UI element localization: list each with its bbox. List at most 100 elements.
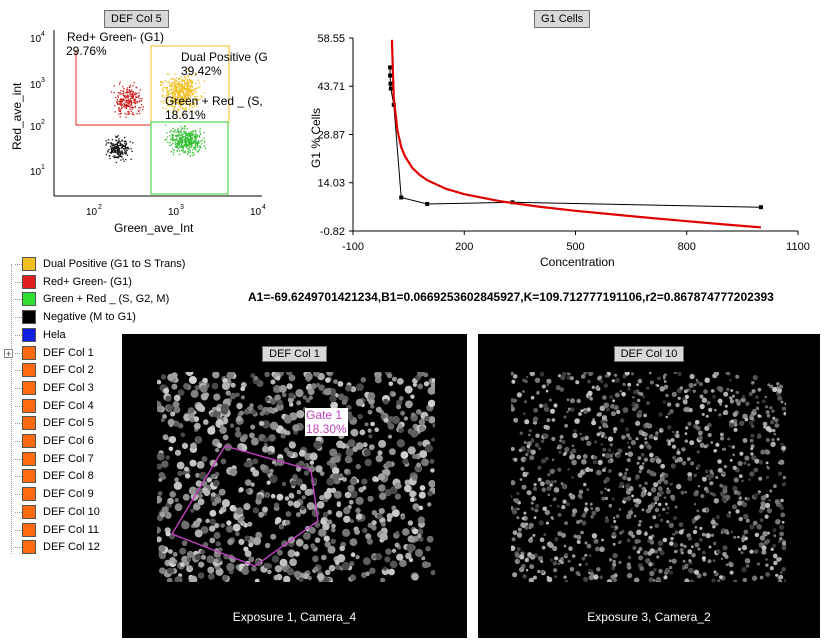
cell (221, 574, 229, 582)
legend-item[interactable]: DEF Col 3 (4, 380, 234, 397)
cell (781, 521, 785, 524)
scatter-dot (113, 85, 115, 87)
scatter-dot (126, 106, 128, 108)
cell (651, 562, 655, 566)
legend-item[interactable]: DEF Col 10 (4, 504, 234, 521)
cell (772, 528, 777, 532)
cell (769, 566, 774, 571)
cell (659, 490, 664, 495)
cell (709, 481, 714, 486)
cell (229, 392, 237, 400)
scatter-plot[interactable]: 10 4 10 3 10 2 10 1 10 2 10 3 10 4 Green… (0, 0, 290, 250)
legend-item[interactable]: DEF Col 8 (4, 468, 234, 485)
scatter-dot (178, 153, 181, 156)
cell (618, 560, 622, 565)
scatter-dot (171, 84, 173, 86)
legend-item[interactable]: Negative (M to G1) (4, 309, 234, 326)
cell (540, 439, 545, 444)
legend-item[interactable]: Green + Red _ (S, G2, M) (4, 291, 234, 308)
legend-item[interactable]: DEF Col 9 (4, 486, 234, 503)
scatter-dot (194, 146, 196, 149)
cell (747, 463, 751, 467)
legend-item[interactable]: DEF Col 1 (4, 345, 234, 362)
cell (780, 400, 784, 404)
scatter-dot (178, 133, 180, 135)
scatter-dot (119, 99, 122, 102)
legend-item[interactable]: DEF Col 7 (4, 451, 234, 468)
scatter-dot (121, 139, 123, 141)
tree-expand-icon[interactable]: + (4, 349, 13, 359)
scatter-dot (179, 103, 182, 106)
image-panel-left[interactable]: DEF Col 1 Gate 1 18.30% Exposure 1, Came… (122, 334, 467, 638)
scatter-dot (172, 154, 175, 156)
scatter-dot (185, 108, 187, 111)
cell (746, 559, 751, 564)
cell (643, 413, 647, 418)
cell (310, 544, 316, 550)
cell (327, 509, 332, 515)
y-tick: 10 (30, 122, 42, 133)
cell (574, 418, 580, 424)
image-panel-right[interactable]: DEF Col 10 Exposure 3, Camera_2 (478, 334, 820, 638)
cell (214, 559, 219, 563)
legend-item[interactable]: DEF Col 6 (4, 433, 234, 450)
scatter-dot (162, 94, 164, 96)
cell (157, 526, 161, 534)
scatter-dot (120, 159, 122, 161)
cell (637, 409, 643, 415)
cell (581, 513, 587, 518)
cell (684, 563, 689, 568)
scatter-dot (120, 100, 122, 103)
scatter-dot (184, 80, 186, 83)
cell (638, 484, 642, 488)
scatter-dot (181, 89, 183, 91)
cell (409, 490, 417, 498)
cell (688, 559, 692, 563)
scatter-y-label: Red_ave_int (10, 82, 24, 150)
cell (543, 433, 547, 437)
cell (375, 553, 383, 561)
scatter-dot (169, 135, 171, 137)
scatter-dot (126, 89, 128, 92)
cell (240, 520, 246, 527)
cell (568, 546, 573, 551)
scatter-dot (124, 112, 126, 115)
legend-item[interactable]: DEF Col 12 (4, 539, 234, 556)
scatter-dot (125, 107, 128, 109)
scatter-dot (194, 143, 196, 146)
scatter-dot (135, 102, 137, 104)
scatter-dot (199, 128, 201, 130)
cell (542, 506, 547, 511)
cell (731, 394, 735, 398)
cell (514, 498, 519, 504)
scatter-dot (190, 140, 192, 142)
cell (248, 556, 255, 563)
legend-item[interactable]: Hela (4, 327, 234, 344)
cell (708, 473, 714, 479)
cell (200, 526, 209, 534)
scatter-dot (125, 152, 127, 154)
legend-item[interactable]: DEF Col 5 (4, 415, 234, 432)
scatter-dot (179, 91, 181, 94)
legend-item[interactable]: Red+ Green- (G1) (4, 274, 234, 291)
cell (740, 397, 746, 403)
cell (714, 522, 719, 526)
legend-item[interactable]: DEF Col 11 (4, 522, 234, 539)
cell (714, 408, 717, 412)
legend-item[interactable]: DEF Col 2 (4, 362, 234, 379)
cell (644, 532, 648, 536)
cell (660, 518, 664, 522)
scatter-dot (176, 96, 178, 98)
scatter-dot (134, 93, 136, 95)
scatter-dot (174, 106, 177, 108)
legend-item[interactable]: Dual Positive (G1 to S Trans) (4, 256, 234, 273)
scatter-dot (198, 82, 201, 84)
cell (746, 497, 750, 501)
legend-item[interactable]: DEF Col 4 (4, 398, 234, 415)
scatter-dot (203, 141, 206, 143)
cell (288, 441, 296, 449)
cell (638, 555, 644, 561)
cell (528, 577, 534, 582)
scatter-dot (123, 152, 125, 154)
